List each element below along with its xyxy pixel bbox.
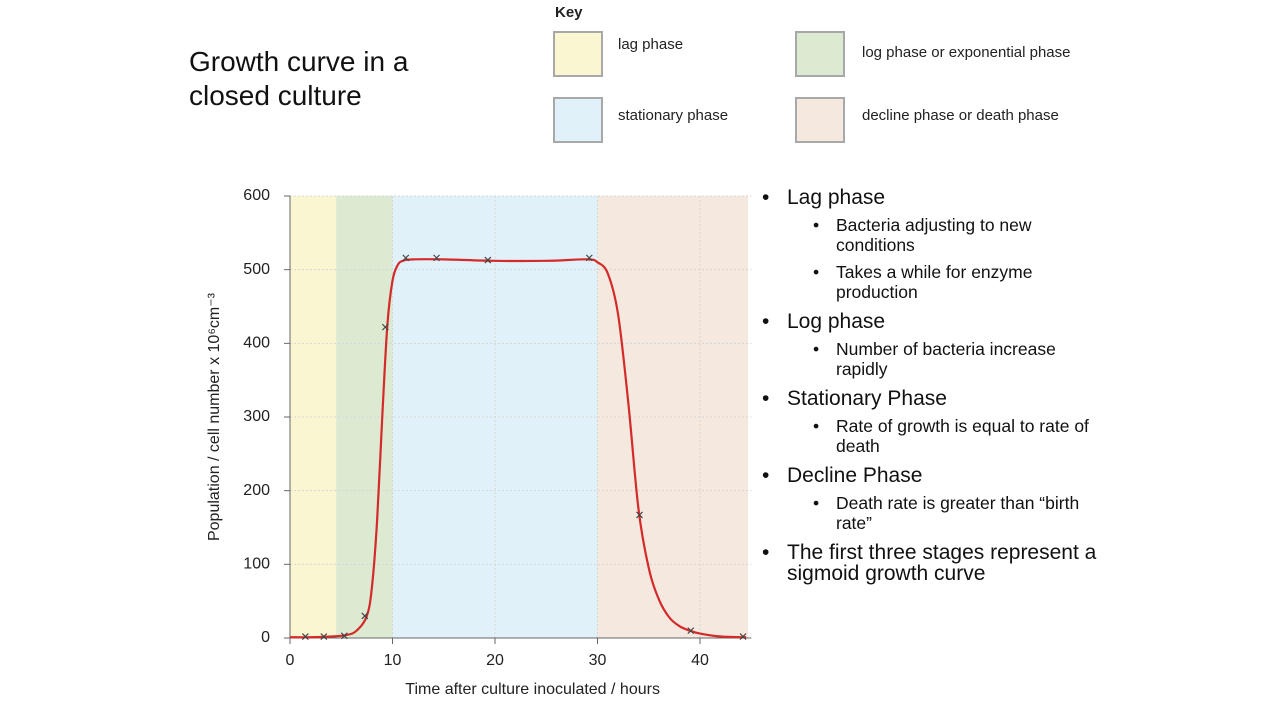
- data-point: [739, 633, 747, 640]
- data-point: [484, 256, 492, 264]
- sub-bullet: Death rate is greater than “birth rate”: [787, 493, 1102, 533]
- key-title: Key: [555, 4, 583, 21]
- y-tick-label: 600: [243, 187, 270, 204]
- key-label: lag phase: [618, 36, 684, 53]
- bullet: Log phase Number of bacteria increase rap…: [762, 311, 1102, 379]
- slide-title: Growth curve in a closed culture: [189, 46, 409, 111]
- y-axis-label: Population / cell number x 10⁶cm⁻³: [206, 292, 223, 541]
- y-tick-label: 500: [243, 261, 270, 278]
- data-point: [433, 254, 440, 262]
- bullet: Lag phase Bacteria adjusting to new condi…: [762, 187, 1102, 302]
- data-point: [361, 612, 369, 620]
- x-tick-label: 30: [589, 652, 607, 669]
- y-tick-label: 0: [261, 629, 270, 646]
- bullet-text: Decline Phase: [787, 464, 923, 487]
- y-tick-label: 400: [243, 335, 270, 352]
- data-point: [381, 323, 389, 331]
- key-swatch: [795, 31, 845, 77]
- phase-band: [336, 196, 393, 638]
- sub-bullet: Bacteria adjusting to new conditions: [787, 215, 1102, 255]
- y-tick-label: 100: [243, 556, 270, 573]
- data-point: [687, 627, 695, 635]
- data-point: [340, 632, 348, 640]
- data-point: [320, 633, 328, 640]
- bullet: Stationary Phase Rate of growth is equal …: [762, 388, 1102, 456]
- data-point: [301, 633, 309, 640]
- phase-band: [597, 196, 749, 638]
- key-label: stationary phase: [618, 107, 729, 124]
- x-tick-label: 40: [691, 652, 709, 669]
- bullet-list: Lag phase Bacteria adjusting to new condi…: [762, 187, 1102, 593]
- x-tick-label: 10: [384, 652, 402, 669]
- bullet-text: Stationary Phase: [787, 387, 947, 410]
- sub-bullet: Number of bacteria increase rapidly: [787, 339, 1102, 379]
- sub-bullet: Takes a while for enzyme production: [787, 262, 1102, 302]
- bullet-text: Log phase: [787, 310, 886, 333]
- x-tick-label: 20: [486, 652, 504, 669]
- bullet: The first three stages represent a sigmo…: [762, 542, 1102, 584]
- y-tick-label: 300: [243, 408, 270, 425]
- phase-band: [290, 196, 337, 638]
- key-swatch: [553, 31, 603, 77]
- key-label: decline phase or death phase: [862, 107, 1059, 124]
- data-point: [585, 254, 593, 262]
- data-point: [402, 254, 410, 262]
- data-point: [636, 511, 643, 519]
- x-tick-label: 0: [286, 652, 295, 669]
- key-swatch: [553, 97, 603, 143]
- sub-bullet: Rate of growth is equal to rate of death: [787, 416, 1102, 456]
- bullet-text: The first three stages represent a sigmo…: [787, 541, 1097, 585]
- key-label: log phase or exponential phase: [862, 44, 1071, 61]
- y-tick-label: 200: [243, 482, 270, 499]
- bullet: Decline Phase Death rate is greater than …: [762, 465, 1102, 533]
- bullet-text: Lag phase: [787, 186, 886, 209]
- x-axis-label: Time after culture inoculated / hours: [405, 681, 660, 698]
- key-swatch: [795, 97, 845, 143]
